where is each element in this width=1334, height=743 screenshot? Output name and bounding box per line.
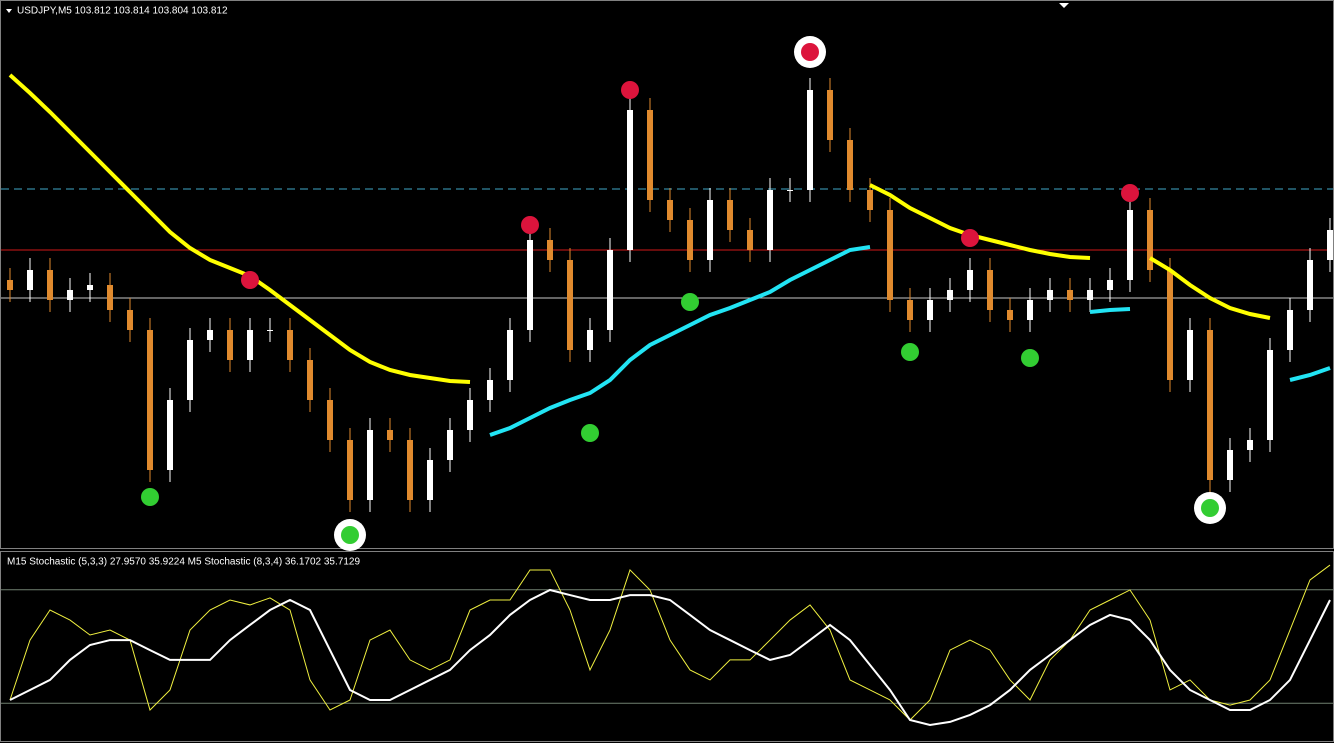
candle-body — [887, 210, 893, 300]
candle-body — [927, 300, 933, 320]
candle-body — [1267, 350, 1273, 440]
candle-body — [67, 290, 73, 300]
candle-body — [467, 400, 473, 430]
candle-body — [1147, 210, 1153, 270]
shift-marker[interactable] — [1059, 3, 1069, 8]
candle-body — [507, 330, 513, 380]
candle-body — [387, 430, 393, 440]
candle-body — [207, 330, 213, 340]
candle-body — [767, 190, 773, 250]
candle-body — [587, 330, 593, 350]
candle-body — [707, 200, 713, 260]
candle-body — [807, 90, 813, 190]
candle-body — [307, 360, 313, 400]
candle-body — [87, 285, 93, 290]
candle-body — [7, 280, 13, 290]
candle-body — [367, 430, 373, 500]
signal-dot — [581, 424, 599, 442]
candle-body — [1087, 290, 1093, 300]
moving-average — [489, 245, 1331, 437]
candle-body — [1067, 290, 1073, 300]
candle-body — [527, 240, 533, 330]
candle-body — [727, 200, 733, 230]
candle-body — [487, 380, 493, 400]
candle-body — [1007, 310, 1013, 320]
candle-body — [627, 110, 633, 250]
signal-dot — [341, 526, 359, 544]
signal-dot — [961, 229, 979, 247]
indicator-title: M15 Stochastic (5,3,3) 27.9570 35.9224 M… — [7, 557, 360, 568]
candle-body — [947, 290, 953, 300]
candle-body — [327, 400, 333, 440]
candle-body — [187, 340, 193, 400]
candle-body — [287, 330, 293, 360]
candle-body — [987, 270, 993, 310]
candle-body — [647, 110, 653, 200]
candle-body — [747, 230, 753, 250]
candle-body — [1247, 440, 1253, 450]
candle-body — [227, 330, 233, 360]
candle-body — [127, 310, 133, 330]
signal-dot — [241, 271, 259, 289]
signal-dot — [801, 43, 819, 61]
signal-dot — [521, 216, 539, 234]
signal-dot — [901, 343, 919, 361]
signal-dot — [621, 81, 639, 99]
candle-body — [447, 430, 453, 460]
candle-body — [1227, 450, 1233, 480]
candle-body — [1287, 310, 1293, 350]
candle-body — [1027, 300, 1033, 320]
stochastic-line — [9, 588, 1331, 726]
candle-body — [47, 270, 53, 300]
candle-body — [607, 250, 613, 330]
signal-dot — [1021, 349, 1039, 367]
candle-body — [1047, 290, 1053, 300]
stochastic-line — [9, 564, 1331, 721]
candle-body — [907, 300, 913, 320]
candle-body — [347, 440, 353, 500]
candle-body — [1127, 210, 1133, 280]
candle-body — [107, 285, 113, 310]
candle-body — [167, 400, 173, 470]
signal-dot — [141, 488, 159, 506]
candle-body — [427, 460, 433, 500]
candle-body — [147, 330, 153, 470]
candle-body — [847, 140, 853, 190]
candle-body — [567, 260, 573, 350]
candle-body — [827, 90, 833, 140]
candle-body — [667, 200, 673, 220]
candle-body — [1107, 280, 1113, 290]
candle-body — [547, 240, 553, 260]
menu-arrow[interactable] — [6, 9, 12, 13]
candle-body — [1327, 230, 1333, 260]
chart-title: USDJPY,M5 103.812 103.814 103.804 103.81… — [17, 6, 228, 17]
candle-body — [267, 330, 273, 331]
candle-body — [247, 330, 253, 360]
candle-body — [1167, 270, 1173, 380]
candle-body — [967, 270, 973, 290]
signal-dot — [1201, 499, 1219, 517]
candle-body — [1187, 330, 1193, 380]
candle-body — [1307, 260, 1313, 310]
signal-dot — [1121, 184, 1139, 202]
candle-body — [1207, 330, 1213, 480]
candle-body — [687, 220, 693, 260]
candle-body — [407, 440, 413, 500]
candle-body — [27, 270, 33, 290]
moving-average — [8, 73, 1271, 384]
candle-body — [787, 190, 793, 191]
signal-dot — [681, 293, 699, 311]
candle-body — [867, 190, 873, 210]
